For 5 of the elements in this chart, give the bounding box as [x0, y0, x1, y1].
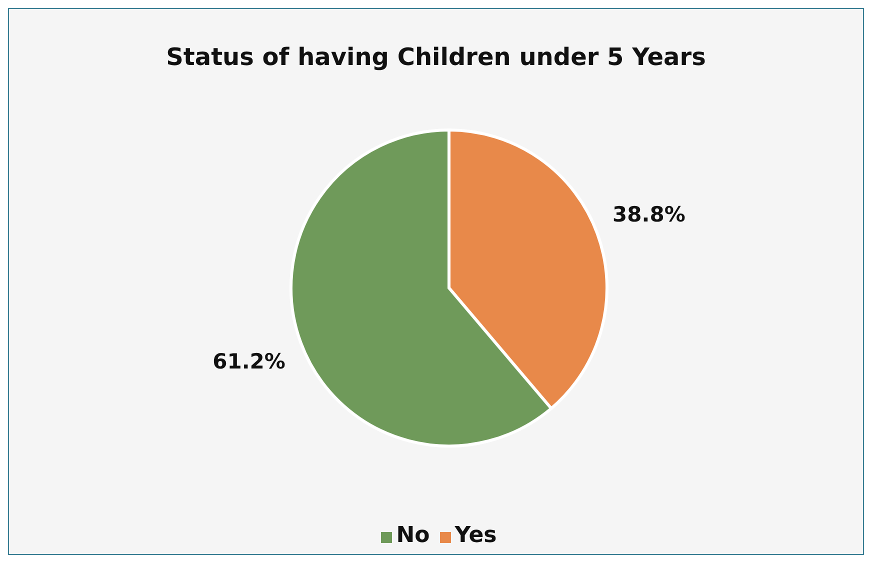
legend-label: Yes [454, 523, 497, 548]
data-label: 61.2% [212, 349, 286, 374]
chart-title: Status of having Children under 5 Years [165, 42, 707, 73]
legend-label: No [396, 523, 430, 548]
data-label: 38.8% [612, 202, 686, 227]
